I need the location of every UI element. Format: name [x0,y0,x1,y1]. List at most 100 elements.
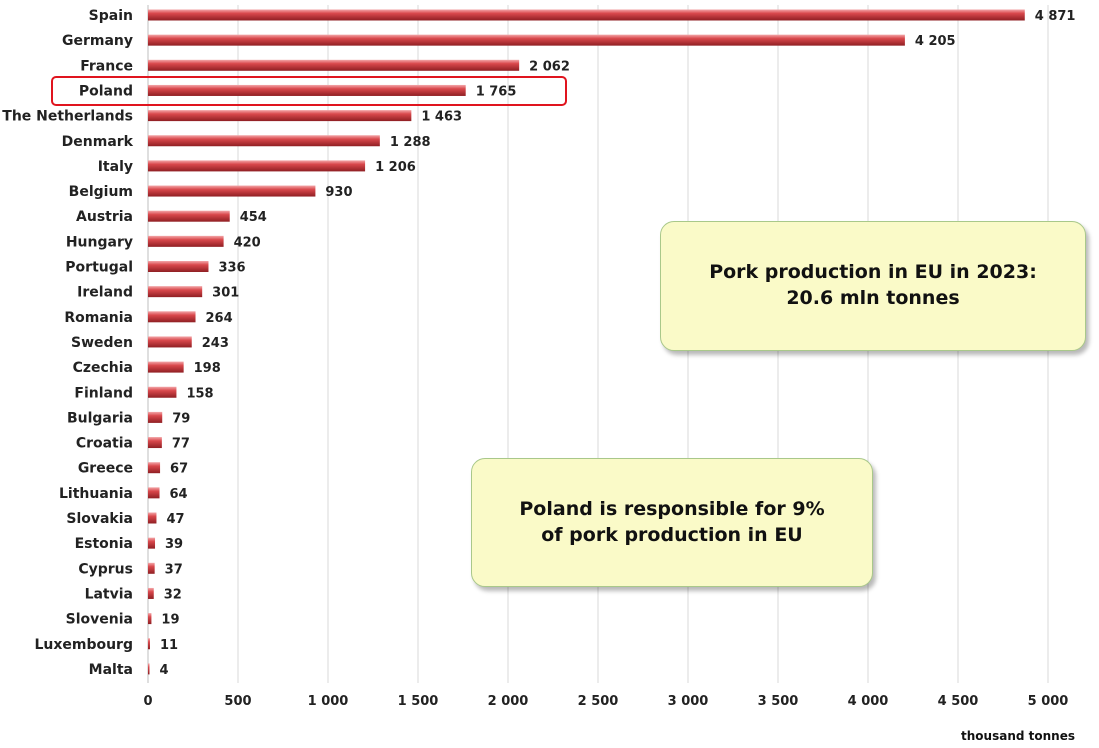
x-tick-label: 5 000 [1028,694,1069,709]
category-label: Latvia [85,586,133,602]
category-label: Malta [89,662,133,678]
bar [148,587,154,599]
callout-text-line: Pork production in EU in 2023: [709,261,1037,284]
x-tick-label: 1 000 [308,694,349,709]
bar [148,286,203,298]
value-label: 336 [218,261,245,276]
x-tick-label: 500 [224,694,251,709]
category-label: Bulgaria [67,410,133,426]
bar [148,386,177,398]
category-label: Denmark [62,134,134,150]
bar [148,437,162,449]
category-label: Croatia [76,436,133,452]
bar [148,160,366,172]
value-label: 79 [172,411,190,426]
x-tick-label: 1 500 [398,694,439,709]
value-label: 2 062 [529,59,570,74]
x-tick-label: 3 500 [758,694,799,709]
category-label: Germany [62,33,133,49]
bar [148,210,230,222]
value-label: 198 [194,361,221,376]
value-label: 4 871 [1035,9,1076,24]
value-label: 1 206 [375,160,416,175]
category-label: France [80,58,133,74]
value-label: 158 [186,386,213,401]
value-label: 32 [164,587,182,602]
poland-share-callout: Poland is responsible for 9% of pork pro… [471,458,873,587]
x-tick-label: 2 500 [578,694,619,709]
bar [148,336,192,348]
bar [148,663,150,675]
poland-highlight-box [51,76,567,106]
category-label: Finland [74,385,133,401]
bar [148,638,150,650]
bar [148,261,209,272]
category-label: Sweden [71,335,133,351]
value-label: 454 [240,210,267,225]
bar [148,537,156,549]
bar [148,462,161,474]
x-axis-unit-label: thousand tonnes [961,729,1075,743]
category-label: Romania [64,310,133,326]
bar [148,135,380,147]
x-tick-label: 3 000 [668,694,709,709]
bar [148,311,196,323]
category-label: Lithuania [59,486,133,502]
category-label: Czechia [73,360,133,376]
x-tick-label: 4 500 [938,694,979,709]
category-label: Ireland [77,285,133,301]
value-label: 47 [166,512,184,527]
value-label: 4 [160,663,169,678]
value-label: 930 [325,185,352,200]
value-label: 243 [202,336,229,351]
bar [148,411,163,423]
bar [148,185,316,197]
category-label: The Netherlands [2,109,133,125]
callout-text-line: of pork production in EU [541,523,803,546]
category-label: Poland [79,83,133,99]
value-label: 264 [206,311,233,326]
x-tick-label: 4 000 [848,694,889,709]
value-label: 1 765 [476,84,517,99]
category-label: Spain [89,8,133,24]
bar [148,487,160,499]
value-label: 11 [160,638,178,653]
value-label: 67 [170,462,188,477]
x-axis-ticks: 0 500 1 000 1 500 2 000 2 500 3 000 3 500 4 000 4… [143,694,1068,709]
bar [148,613,152,625]
bar [148,361,184,373]
category-label: Austria [76,209,133,225]
x-tick-label: 2 000 [488,694,529,709]
bars [148,9,1025,675]
value-label: 77 [172,437,190,452]
category-label: Estonia [75,536,133,552]
x-tick-label: 0 [143,694,152,709]
bar [148,59,520,71]
category-label: Italy [98,159,133,175]
value-label: 301 [212,286,239,301]
bar [148,9,1025,21]
bar [148,34,905,46]
value-label: 19 [161,613,179,628]
bar [148,512,157,524]
value-label: 64 [170,487,188,502]
bar [148,562,155,574]
category-label: Slovakia [66,511,133,527]
value-label: 37 [165,562,183,577]
category-label: Luxembourg [34,637,133,653]
category-labels: Spain Germany France Poland The Netherlands D… [2,8,133,678]
value-label: 1 463 [421,110,462,125]
category-label: Slovenia [66,612,133,628]
value-labels: 4 871 4 205 2 062 1 765 1 463 1 288 1 206 930 45… [160,9,1076,678]
callout-text-line: 20.6 mln tonnes [786,287,960,309]
category-label: Cyprus [78,561,133,577]
value-label: 1 288 [390,135,431,150]
value-label: 39 [165,537,183,552]
category-label: Hungary [66,234,133,250]
value-label: 420 [234,235,261,250]
bar [148,110,412,122]
category-label: Portugal [65,260,133,276]
category-label: Greece [78,461,133,477]
category-label: Belgium [69,184,133,200]
